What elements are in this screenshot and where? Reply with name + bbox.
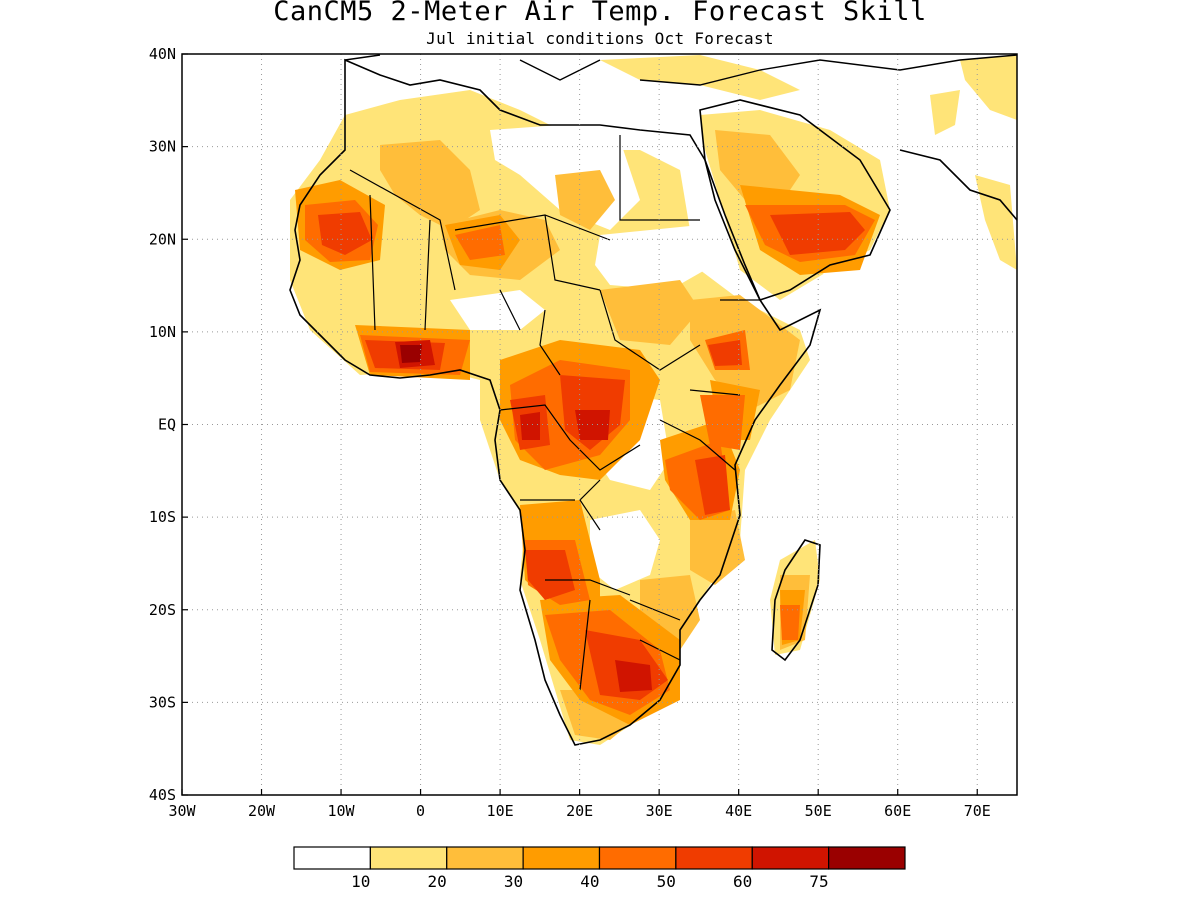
africa-coastline — [289, 58, 822, 746]
asia-coastline — [899, 149, 1017, 221]
colorbar-swatch — [293, 846, 371, 870]
madagascar-coastline — [771, 539, 821, 662]
colorbar-label: 10 — [351, 872, 370, 891]
skill-region — [975, 175, 1017, 270]
country-borders — [349, 135, 760, 691]
no-skill-region — [595, 225, 705, 290]
map-title: CanCM5 2-Meter Air Temp. Forecast Skill — [273, 0, 927, 27]
arabia-coastline — [699, 99, 891, 301]
lon-tick-label: 60E — [884, 802, 911, 820]
skill-region — [960, 55, 1017, 120]
longitude-axis: 30W 20W 10W 0 10E 20E 30E 40E 50E 60E 70E — [168, 789, 991, 820]
lon-tick-label: 0 — [416, 802, 425, 820]
lon-tick-label: 30E — [646, 802, 673, 820]
skill-region — [400, 345, 422, 363]
colorbar-label: 60 — [733, 872, 752, 891]
colorbar-swatch — [369, 846, 448, 870]
lat-tick-label: 30N — [149, 138, 176, 156]
lon-tick-label: 20W — [248, 802, 276, 820]
colorbar-label: 30 — [504, 872, 523, 891]
colorbar-swatch — [675, 846, 753, 870]
lat-tick-label: 30S — [149, 693, 176, 711]
skill-region — [770, 212, 865, 255]
lat-tick-label: 20N — [149, 230, 176, 248]
skill-field-layer — [289, 54, 1017, 746]
latitude-axis: 40N 30N 20N 10N EQ 10S 20S 30S 40S — [149, 45, 188, 804]
skill-region — [318, 212, 372, 255]
lon-tick-label: 20E — [566, 802, 593, 820]
skill-region — [715, 130, 800, 205]
lon-tick-label: 10E — [487, 802, 514, 820]
lat-tick-label: 20S — [149, 601, 176, 619]
skill-region — [555, 170, 615, 230]
skill-region — [455, 225, 505, 260]
skill-region — [708, 340, 742, 366]
colorbar: 10 20 30 40 50 60 75 — [293, 846, 906, 891]
no-skill-region — [590, 510, 660, 590]
skill-region — [700, 395, 745, 450]
lon-tick-label: 10W — [328, 802, 356, 820]
lon-tick-label: 70E — [964, 802, 991, 820]
europe-coastline — [344, 54, 1017, 86]
skill-region — [525, 550, 575, 600]
skill-region — [780, 605, 800, 640]
colorbar-label: 50 — [657, 872, 676, 891]
lon-tick-label: 40E — [725, 802, 752, 820]
lat-tick-label: EQ — [158, 416, 176, 434]
skill-region — [520, 412, 540, 440]
lon-tick-label: 30W — [168, 802, 196, 820]
colorbar-swatch — [828, 846, 906, 870]
lat-tick-label: 10N — [149, 323, 176, 341]
skill-region — [380, 140, 480, 230]
map-subtitle: Jul initial conditions Oct Forecast — [426, 29, 774, 48]
colorbar-swatch — [598, 846, 677, 870]
skill-region — [615, 660, 652, 692]
colorbar-swatch — [522, 846, 601, 870]
map-gridlines — [182, 54, 1017, 795]
colorbar-label: 75 — [809, 872, 828, 891]
lon-tick-label: 50E — [805, 802, 832, 820]
skill-region — [690, 510, 745, 585]
skill-region — [600, 55, 800, 100]
lat-tick-label: 40N — [149, 45, 176, 63]
skill-region — [695, 455, 730, 515]
no-skill-region — [450, 290, 545, 330]
colorbar-swatch — [751, 846, 830, 870]
colorbar-label: 20 — [427, 872, 446, 891]
colorbar-swatch — [446, 846, 524, 870]
skill-region — [930, 90, 960, 135]
lat-tick-label: 40S — [149, 786, 176, 804]
lat-tick-label: 10S — [149, 508, 176, 526]
skill-region — [600, 280, 700, 345]
colorbar-label: 40 — [580, 872, 599, 891]
